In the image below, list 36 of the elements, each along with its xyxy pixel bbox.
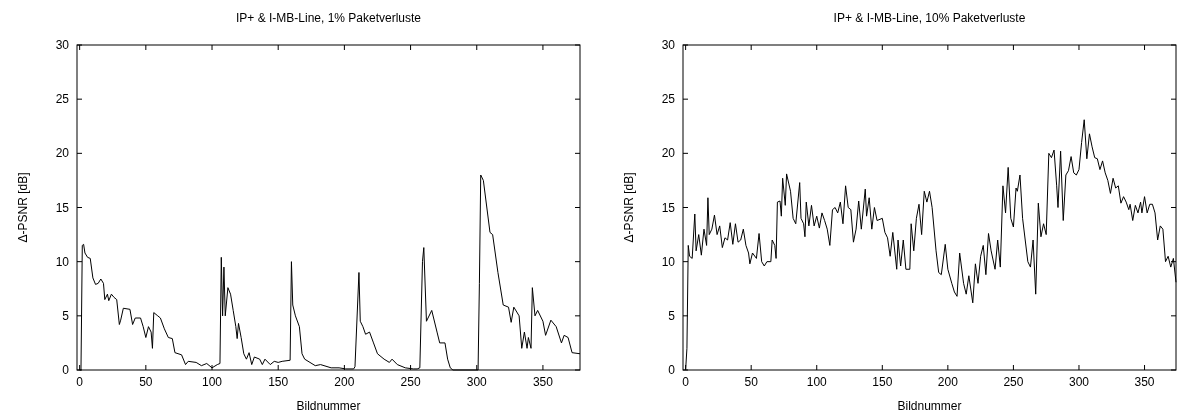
x-tick-label: 0 (682, 375, 690, 389)
x-tick-label: 300 (1068, 375, 1090, 389)
y-tick-label: 30 (55, 38, 70, 52)
x-tick-label: 250 (1003, 375, 1024, 389)
y-tick-label: 30 (661, 38, 676, 52)
x-tick-label: 350 (1134, 375, 1155, 389)
y-tick-label: 0 (668, 363, 676, 377)
y-tick-label: 15 (55, 200, 70, 215)
x-tick-label: 150 (268, 375, 289, 389)
x-tick-label: 50 (744, 375, 759, 389)
y-tick-label: 25 (661, 92, 676, 107)
y-tick-label: 0 (62, 363, 70, 377)
x-tick-label: 100 (806, 375, 828, 389)
chart-title: IP+ & I-MB-Line, 10% Paketverluste (833, 11, 1026, 25)
x-axis-title: Bildnummer (296, 399, 361, 413)
y-tick-label: 20 (55, 146, 70, 161)
x-tick-label: 300 (466, 375, 488, 389)
chart-title: IP+ & I-MB-Line, 1% Paketverluste (235, 11, 422, 25)
y-axis-title: Δ-PSNR [dB] (16, 172, 30, 243)
x-tick-label: 0 (76, 375, 84, 389)
y-tick-label: 5 (62, 308, 70, 323)
x-tick-label: 250 (400, 375, 421, 389)
x-tick-label: 200 (937, 375, 959, 389)
x-tick-label: 200 (334, 375, 355, 389)
x-tick-label: 100 (202, 375, 223, 389)
y-tick-label: 25 (55, 92, 70, 107)
y-tick-label: 15 (661, 200, 676, 215)
x-tick-label: 350 (532, 375, 554, 389)
x-axis-title: Bildnummer (897, 399, 962, 413)
x-tick-label: 50 (139, 375, 153, 389)
x-tick-label: 150 (872, 375, 893, 389)
y-tick-label: 5 (668, 308, 676, 323)
y-tick-label: 10 (661, 254, 676, 269)
y-axis-title: Δ-PSNR [dB] (622, 172, 636, 243)
y-tick-label: 20 (661, 146, 676, 161)
y-tick-label: 10 (55, 254, 70, 269)
